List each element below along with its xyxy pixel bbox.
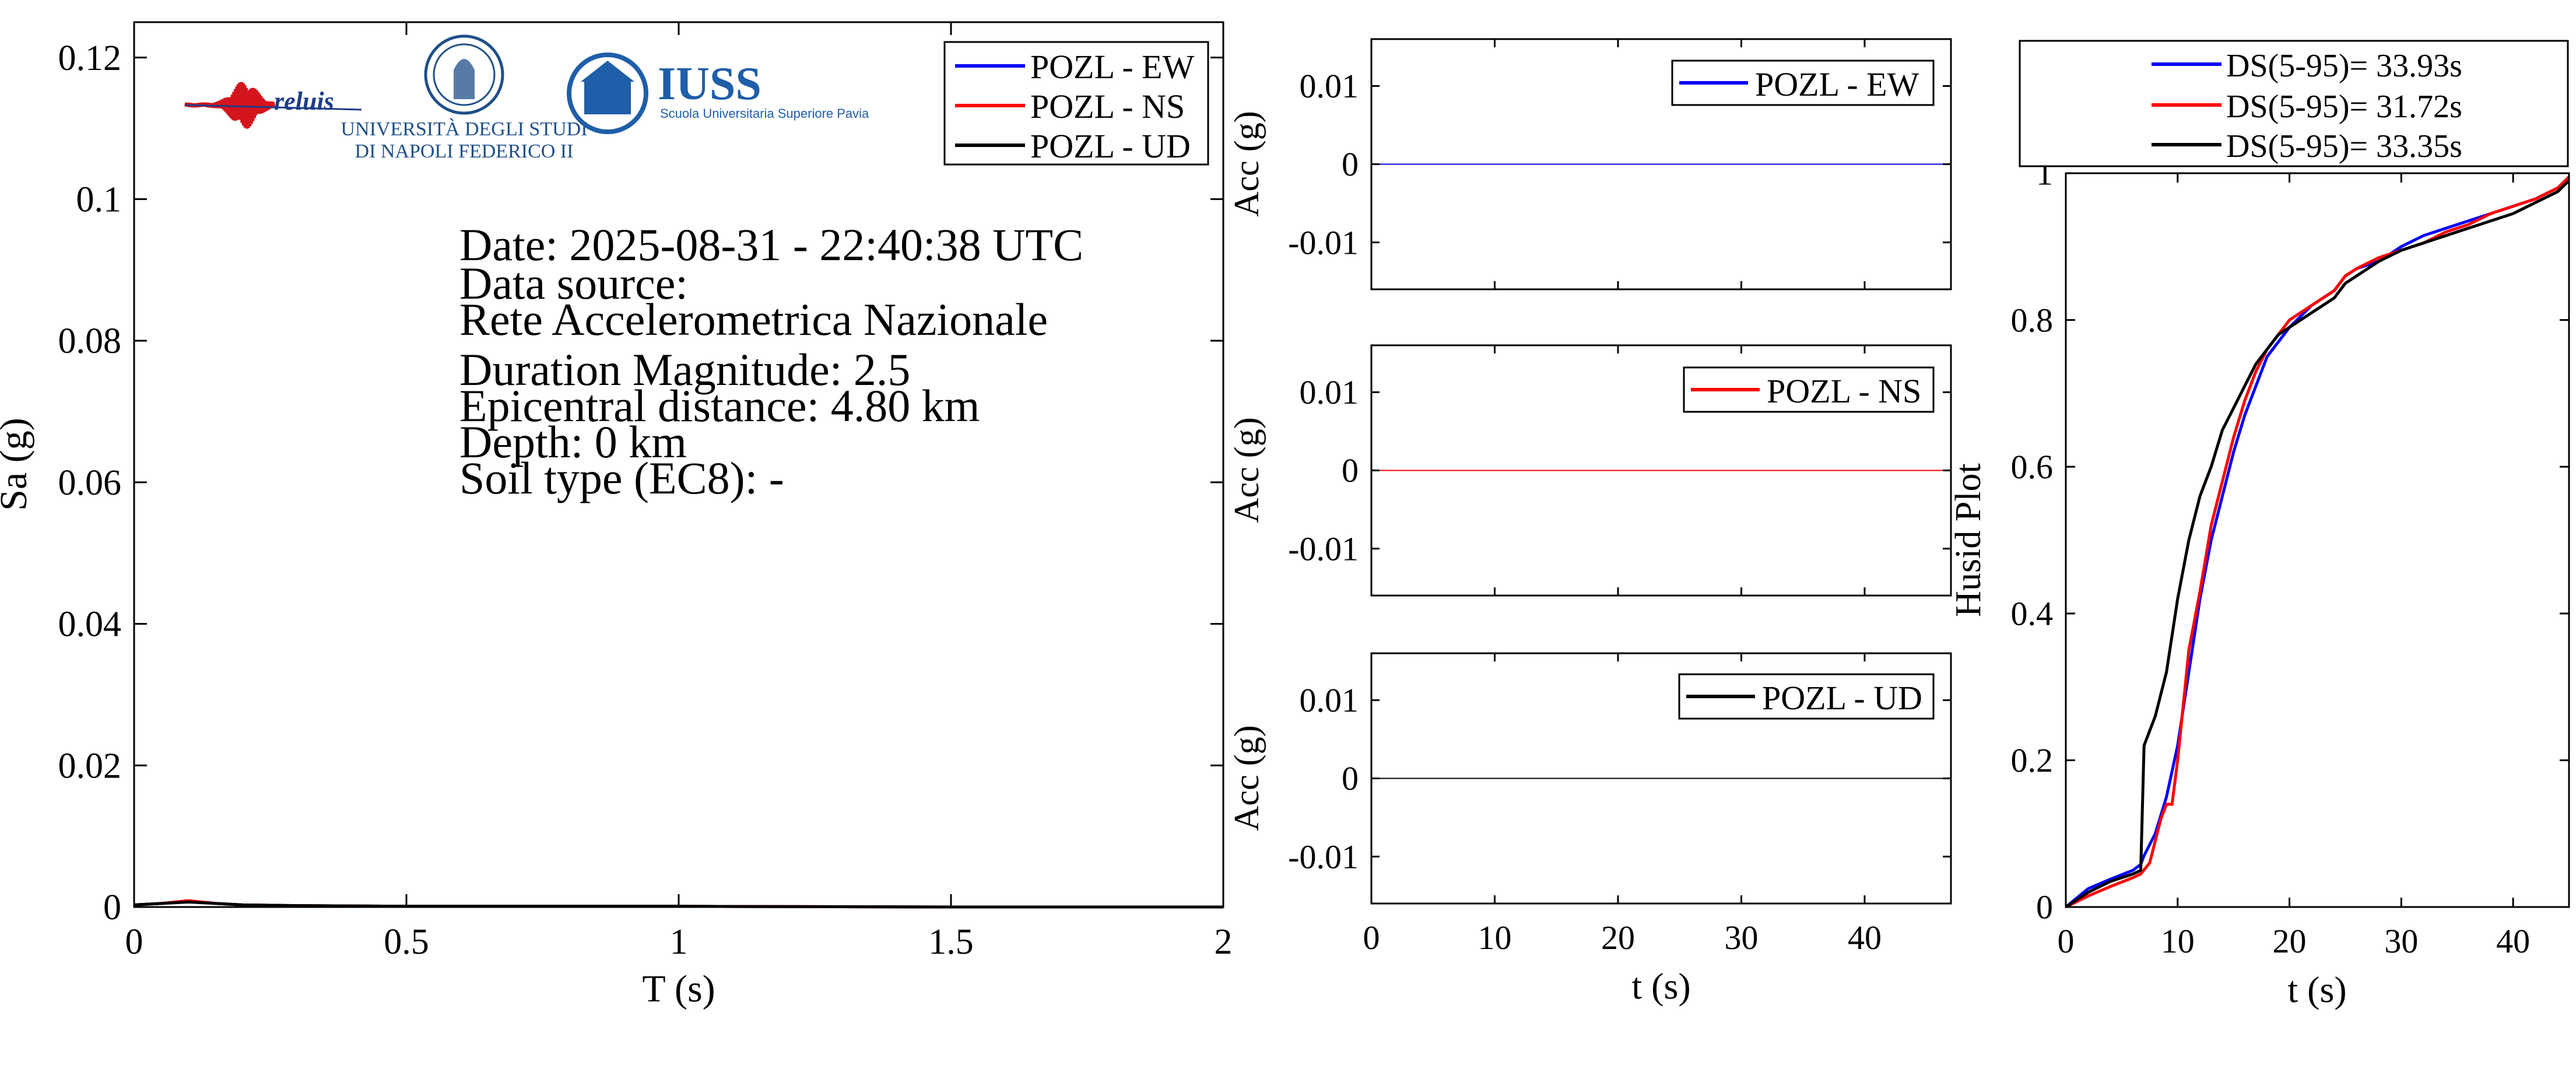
acc-ns-ylabel: Acc (g) (1227, 417, 1266, 523)
acc_ud-ytick-label-0: 0.01 (1300, 681, 1359, 719)
husid-legend-label-ew: DS(5-95)= 33.93s (2226, 48, 2462, 84)
iuss-subtitle: Scuola Universitaria Superiore Pavia (660, 106, 869, 121)
husid-xtick-label-2: 20 (2273, 922, 2307, 960)
spectrum-ytick-label-6: 0.12 (58, 38, 122, 78)
spectrum-xtick-label-0: 0 (125, 922, 143, 962)
info-date: Date: 2025-08-31 - 22:40:38 UTC (459, 219, 1083, 270)
husid-ytick-label-1: 0.2 (2011, 741, 2054, 779)
legend-label-ns: POZL - NS (1030, 87, 1185, 125)
husid-xlabel: t (s) (2287, 969, 2346, 1010)
info-distance: Epicentral distance: 4.80 km (459, 380, 980, 431)
acc_ew-ytick-label-0: 0.01 (1300, 67, 1359, 105)
spectrum-ytick-label-5: 0.1 (76, 180, 122, 219)
acc-ew-legend-label: POZL - EW (1755, 65, 1919, 103)
spectrum-xlabel: T (s) (642, 968, 715, 1010)
acc-ud-legend-label: POZL - UD (1762, 679, 1922, 717)
husid-series-0 (2065, 176, 2570, 908)
husid-chart: 00.20.40.60.810 10 20 30 40 Husid Plot t (s)… (1949, 40, 2570, 1010)
iuss-emblem-building (584, 82, 631, 114)
acc_ud-xtick-label-0: 0 (1363, 919, 1380, 957)
reluis-wordmark: reluis (274, 87, 334, 115)
spectrum-ytick-label-2: 0.04 (58, 605, 122, 645)
info-source: Rete Accelerometrica Nazionale (459, 294, 1048, 345)
husid-legend-label-ud: DS(5-95)= 33.35s (2226, 128, 2462, 164)
acc-ew-ylabel: Acc (g) (1227, 111, 1266, 217)
husid-xtick-label-4: 40 (2496, 922, 2530, 960)
acc_ud-xtick-label-1: 10 (1477, 919, 1511, 957)
husid-ylabel: Husid Plot (1949, 463, 1988, 617)
husid-ytick-label-4: 0.8 (2011, 301, 2054, 339)
acc_ud-ytick-label-2: -0.01 (1288, 838, 1359, 876)
iuss-emblem-icon (567, 52, 648, 134)
acc-ud-xlabel: t (s) (1631, 965, 1690, 1007)
unina-logo: UNIVERSITÀ DEGLI STUDI DI NAPOLI FEDERIC… (341, 34, 588, 162)
acc-ns-chart: 0.01 0 -0.01 Acc (g) POZL - NS (1227, 344, 1952, 597)
husid-legend-label-ns: DS(5-95)= 31.72s (2226, 89, 2462, 125)
spectrum-ytick-label-3: 0.06 (58, 463, 122, 503)
acc_ud-xtick-label-3: 30 (1724, 919, 1758, 957)
reluis-wave-icon (184, 82, 275, 129)
info-source-label: Data source: (459, 258, 688, 309)
acc-ud-ylabel: Acc (g) (1227, 725, 1266, 831)
legend-label-ew: POZL - EW (1030, 48, 1195, 86)
acc_ud-ytick-label-1: 0 (1342, 759, 1359, 797)
spectrum-legend: POZL - EW POZL - NS POZL - UD (943, 41, 1209, 166)
spectrum-ytick-label-0: 0 (103, 888, 121, 927)
info-depth: Depth: 0 km (459, 416, 687, 467)
acc_ud-xtick-label-2: 20 (1601, 919, 1635, 957)
info-soil: Soil type (EC8): - (459, 453, 784, 503)
acc-ew-chart: 0.01 0 -0.01 Acc (g) POZL - EW (1227, 38, 1952, 290)
event-info: Date: 2025-08-31 - 22:40:38 UTC Data sou… (459, 219, 1083, 503)
husid-xtick-label-3: 30 (2384, 922, 2418, 960)
acc_ud-xtick-label-4: 40 (1848, 919, 1882, 957)
reluis-underline (185, 104, 362, 111)
acc-ud-chart: 0.01 0 -0.01 0 10 20 30 40 Acc (g) t (s) POZL -… (1227, 652, 1952, 1007)
husid-series-2 (2065, 179, 2570, 909)
husid-xtick-label-1: 10 (2161, 922, 2195, 960)
husid-ytick-label-0: 0 (2036, 888, 2053, 926)
acc_ew-ytick-label-2: -0.01 (1288, 223, 1359, 261)
husid-frame (2065, 172, 2570, 908)
legend-label-ud: POZL - UD (1030, 127, 1191, 165)
spectrum-xtick-label-2: 1 (670, 922, 688, 962)
unina-seal-figure (454, 59, 475, 99)
unina-line1: UNIVERSITÀ DEGLI STUDI (341, 118, 587, 140)
acc_ns-ytick-label-1: 0 (1342, 451, 1359, 489)
iuss-wordmark: IUSS (658, 58, 761, 110)
acc_ns-ytick-label-0: 0.01 (1300, 373, 1359, 411)
unina-seal-inner (433, 43, 496, 106)
iuss-emblem-roof (581, 61, 634, 82)
acc_ew-ytick-label-1: 0 (1342, 145, 1359, 183)
husid-ytick-label-3: 0.6 (2011, 448, 2054, 486)
husid-legend-box (2019, 40, 2569, 167)
reluis-logo: reluis (184, 82, 362, 129)
husid-series-1 (2065, 176, 2570, 909)
spectrum-xtick-label-3: 1.5 (928, 922, 974, 962)
spectrum-ytick-label-4: 0.08 (58, 321, 122, 361)
info-magnitude: Duration Magnitude: 2.5 (459, 344, 910, 395)
unina-line2: DI NAPOLI FEDERICO II (355, 141, 574, 162)
husid-legend: DS(5-95)= 33.93s DS(5-95)= 31.72s DS(5-9… (2019, 40, 2569, 167)
spectrum-ylabel: Sa (g) (0, 418, 35, 510)
spectrum-xtick-label-1: 0.5 (384, 922, 429, 962)
husid-xtick-label-0: 0 (2058, 922, 2075, 960)
spectrum-chart: 0 0.02 0.04 0.06 0.08 0.1 0.12 0 0.5 1 1.5 2 Sa (g)… (0, 21, 1233, 1010)
spectrum-xtick-label-4: 2 (1215, 922, 1233, 962)
unina-seal-icon (424, 34, 504, 115)
husid-ytick-label-2: 0.4 (2011, 595, 2054, 633)
acc-ns-legend-label: POZL - NS (1767, 372, 1921, 410)
acc_ns-ytick-label-2: -0.01 (1288, 530, 1359, 568)
spectrum-ytick-label-1: 0.02 (58, 746, 122, 786)
iuss-logo: IUSS Scuola Universitaria Superiore Pavi… (567, 52, 869, 134)
